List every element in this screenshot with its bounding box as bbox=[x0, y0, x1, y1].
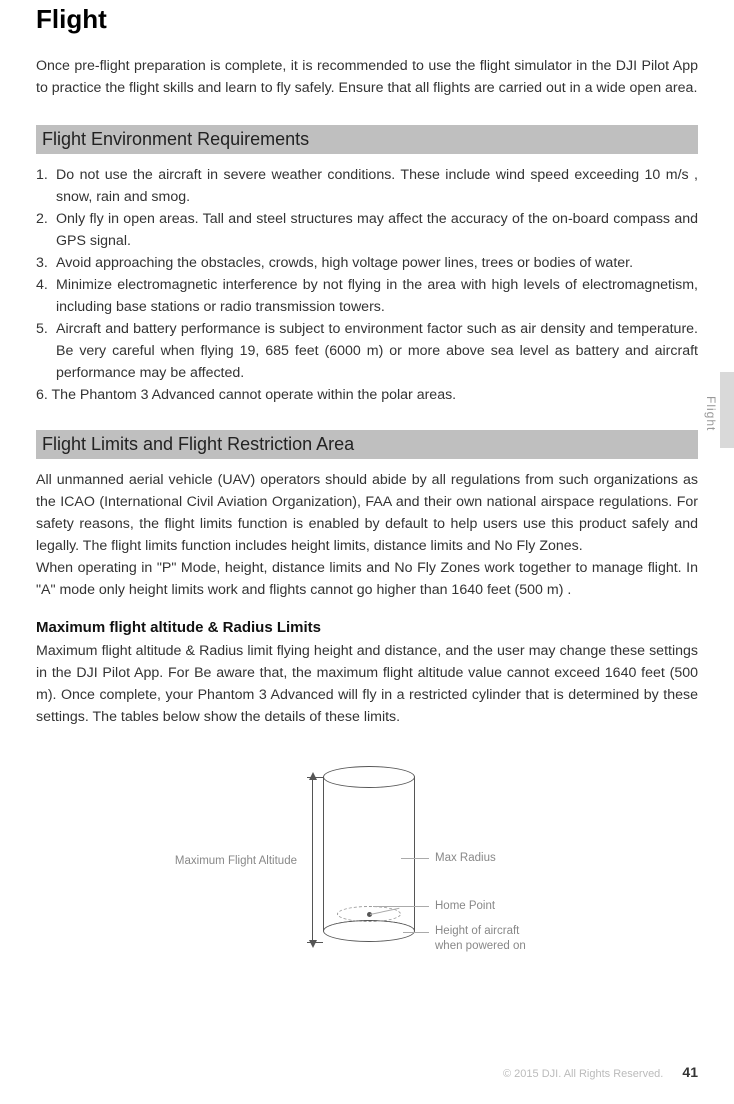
list-item: 6. The Phantom 3 Advanced cannot operate… bbox=[36, 384, 698, 406]
list-number: 1. bbox=[36, 164, 56, 208]
home-point-leader bbox=[373, 906, 429, 907]
sub-paragraph: Maximum flight altitude & Radius limit f… bbox=[36, 640, 698, 728]
env-requirements-list: 1.Do not use the aircraft in severe weat… bbox=[36, 164, 698, 406]
list-item: 4. Minimize electromagnetic interference… bbox=[36, 274, 698, 318]
list-number: 3. bbox=[36, 252, 56, 274]
list-item: 3. Avoid approaching the obstacles, crow… bbox=[36, 252, 698, 274]
cylinder-shape bbox=[323, 766, 415, 942]
side-tab-label: Flight bbox=[704, 396, 718, 431]
list-text: Do not use the aircraft in severe weathe… bbox=[56, 164, 698, 208]
list-number: 4. bbox=[36, 274, 56, 318]
list-text: 6. The Phantom 3 Advanced cannot operate… bbox=[36, 384, 698, 406]
page-title: Flight bbox=[36, 0, 698, 55]
list-item: 1.Do not use the aircraft in severe weat… bbox=[36, 164, 698, 208]
max-radius-label: Max Radius bbox=[435, 851, 496, 866]
home-point-label: Home Point bbox=[435, 899, 495, 914]
altitude-arrow-up-icon bbox=[309, 772, 317, 780]
page-footer: © 2015 DJI. All Rights Reserved. 41 bbox=[503, 1064, 698, 1080]
list-number: 2. bbox=[36, 208, 56, 252]
list-text: Aircraft and battery performance is subj… bbox=[56, 318, 698, 384]
limits-paragraph: All unmanned aerial vehicle (UAV) operat… bbox=[36, 469, 698, 601]
intro-paragraph: Once pre-flight preparation is complete,… bbox=[36, 55, 698, 99]
list-item: 5.Aircraft and battery performance is su… bbox=[36, 318, 698, 384]
side-tab bbox=[720, 372, 734, 448]
max-altitude-label: Maximum Flight Altitude bbox=[157, 854, 297, 869]
height-label: Height of aircraft when powered on bbox=[435, 924, 526, 954]
list-text: Minimize electromagnetic interference by… bbox=[56, 274, 698, 318]
altitude-arrow-down-icon bbox=[309, 940, 317, 948]
sub-heading-max-alt: Maximum flight altitude & Radius Limits bbox=[36, 619, 698, 636]
list-item: 2.Only fly in open areas. Tall and steel… bbox=[36, 208, 698, 252]
page-number: 41 bbox=[682, 1064, 698, 1080]
list-number: 5. bbox=[36, 318, 56, 384]
list-text: Only fly in open areas. Tall and steel s… bbox=[56, 208, 698, 252]
footer-copyright: © 2015 DJI. All Rights Reserved. bbox=[503, 1068, 663, 1080]
section-header-limits: Flight Limits and Flight Restriction Are… bbox=[36, 430, 698, 459]
list-text: Avoid approaching the obstacles, crowds,… bbox=[56, 252, 698, 274]
cylinder-diagram: Maximum Flight Altitude Max Radius Home … bbox=[36, 758, 698, 988]
altitude-line bbox=[312, 778, 313, 942]
height-leader bbox=[403, 932, 429, 933]
max-radius-leader bbox=[401, 858, 429, 859]
section-header-env: Flight Environment Requirements bbox=[36, 125, 698, 154]
